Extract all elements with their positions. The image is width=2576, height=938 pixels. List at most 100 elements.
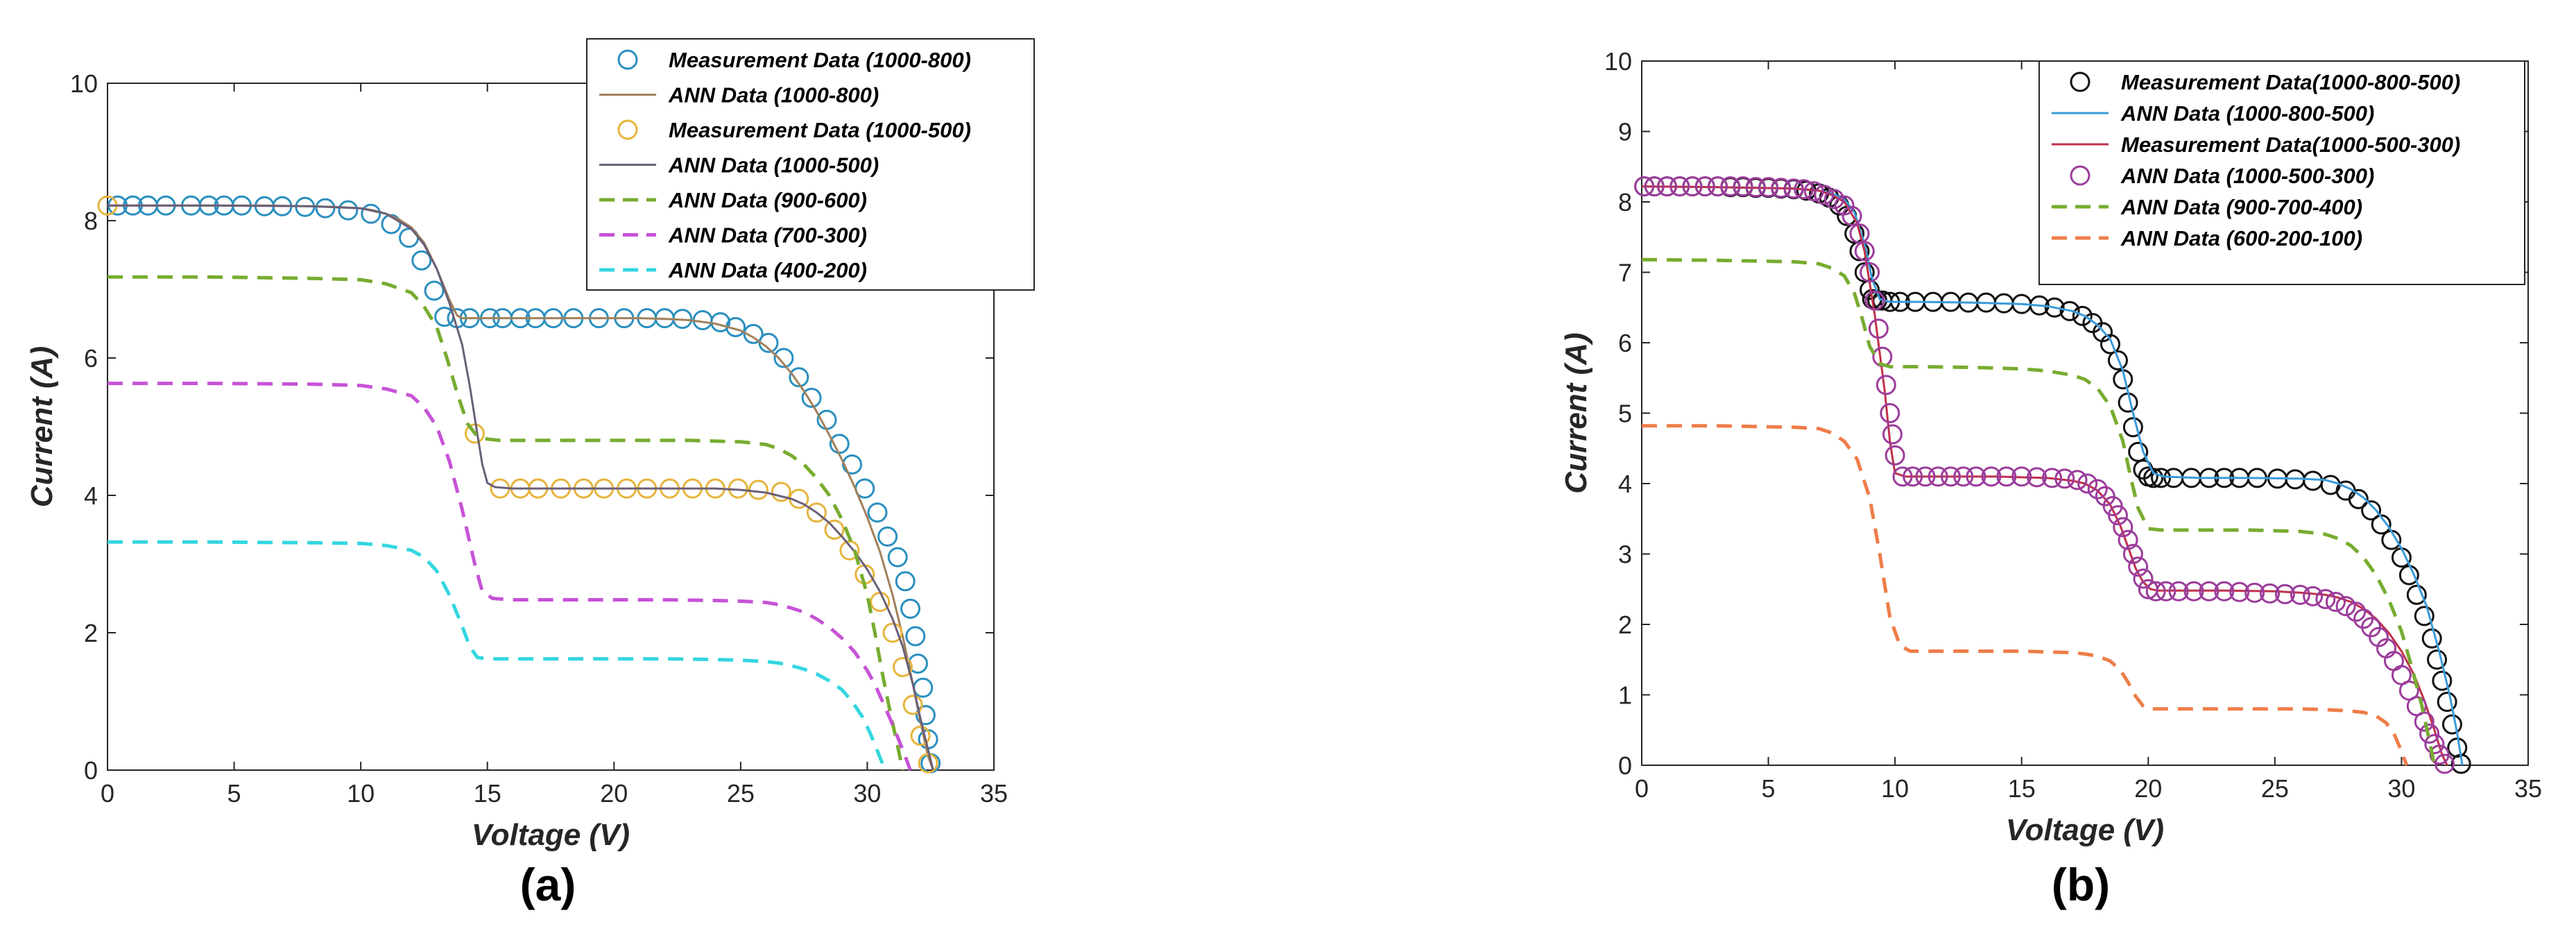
data-point [915, 705, 936, 726]
data-point [1758, 177, 1779, 198]
legend-marker [2070, 71, 2090, 92]
data-point [1834, 195, 1855, 216]
series-line [108, 540, 887, 771]
legend-label: ANN Data (900-700-400) [2120, 195, 2362, 219]
data-point [2107, 505, 2128, 526]
data-point [2260, 583, 2281, 604]
data-point [1875, 375, 1896, 395]
data-point [1733, 176, 1753, 197]
data-point [2054, 468, 2075, 489]
data-point [2437, 692, 2457, 713]
series-4 [108, 275, 904, 771]
data-point [824, 520, 845, 540]
y-tick-label: 10 [1604, 47, 1632, 76]
data-point [882, 622, 903, 643]
data-point [900, 598, 921, 619]
data-point [2042, 468, 2063, 488]
data-point [1927, 466, 1948, 487]
data-point [1903, 466, 1923, 487]
data-point [1860, 262, 1880, 282]
legend-label: Measurement Data (1000-500) [669, 118, 971, 142]
legend: Measurement Data (1000-800) ANN Data (100… [586, 38, 1035, 291]
data-point [893, 657, 913, 677]
x-tick-label: 25 [2261, 774, 2289, 803]
legend-label: ANN Data (400-200) [668, 258, 867, 282]
x-tick-label: 0 [1635, 774, 1649, 803]
legend: Measurement Data(1000-800-500) ANN Data (… [2038, 60, 2525, 285]
y-tick-label: 2 [84, 619, 98, 647]
data-point [2027, 467, 2047, 488]
y-axis-label: Current (A) [1559, 332, 1593, 493]
y-tick-label: 4 [84, 481, 98, 510]
data-point [464, 423, 485, 444]
legend-marker [2070, 165, 2090, 186]
data-point [801, 387, 822, 408]
x-tick-label: 30 [853, 779, 881, 808]
y-tick-label: 8 [1618, 188, 1632, 216]
legend-box [2038, 60, 2525, 285]
legend-marker [617, 49, 638, 70]
y-tick-label: 9 [1618, 118, 1632, 146]
data-point [2427, 649, 2448, 670]
x-axis-label: Voltage (V) [472, 818, 630, 852]
data-point [2145, 581, 2166, 602]
data-point [2361, 500, 2382, 521]
x-tick-label: 15 [2008, 774, 2036, 803]
y-tick-label: 10 [70, 69, 98, 98]
data-point [877, 526, 898, 547]
panel-label: (a) [520, 859, 576, 910]
series-3 [1634, 176, 2455, 774]
data-point [773, 348, 794, 368]
data-point [1854, 241, 1875, 262]
data-point [771, 481, 791, 502]
data-point [2199, 581, 2219, 602]
legend-label: ANN Data (900-600) [668, 188, 867, 212]
data-point [2072, 305, 2093, 326]
data-point [887, 547, 908, 568]
legend-label: ANN Data (600-200-100) [2120, 226, 2362, 250]
data-point [1783, 178, 1804, 199]
legend-label: Measurement Data (1000-800) [669, 48, 971, 72]
data-point [2406, 584, 2427, 605]
data-point [2290, 584, 2310, 605]
legend-marker [617, 119, 638, 140]
x-tick-label: 0 [101, 779, 114, 808]
y-tick-label: 4 [1618, 470, 1632, 498]
x-tick-label: 5 [227, 779, 241, 808]
data-point [806, 502, 827, 523]
y-tick-label: 8 [84, 207, 98, 235]
data-point [2122, 417, 2143, 438]
data-point [2432, 670, 2453, 691]
data-point [2274, 583, 2295, 604]
data-point [1634, 176, 1655, 197]
y-tick-label: 6 [1618, 329, 1632, 357]
data-point [2067, 470, 2088, 491]
y-tick-label: 2 [1618, 611, 1632, 639]
series-line [1641, 257, 2437, 766]
data-point [2244, 582, 2265, 603]
data-point [1953, 466, 1974, 487]
legend-box [586, 38, 1035, 291]
data-point [2128, 556, 2149, 577]
data-point [905, 626, 926, 647]
data-point [2214, 581, 2235, 602]
data-point [2414, 606, 2435, 626]
x-tick-label: 20 [600, 779, 628, 808]
data-point [1892, 466, 1913, 487]
data-point [315, 198, 336, 219]
data-point [2151, 468, 2172, 488]
x-tick-label: 30 [2387, 774, 2415, 803]
data-point [1708, 176, 1728, 197]
data-point [2059, 300, 2080, 321]
data-point [2315, 588, 2336, 609]
data-point [1880, 403, 1900, 423]
y-tick-label: 7 [1618, 259, 1632, 287]
data-point [2414, 711, 2435, 732]
x-tick-label: 35 [2514, 774, 2542, 803]
data-point [1794, 179, 1814, 200]
data-point [867, 502, 888, 523]
series-line [108, 382, 912, 771]
data-point [2183, 581, 2204, 602]
data-point [2143, 468, 2164, 488]
data-point [1864, 290, 1885, 311]
